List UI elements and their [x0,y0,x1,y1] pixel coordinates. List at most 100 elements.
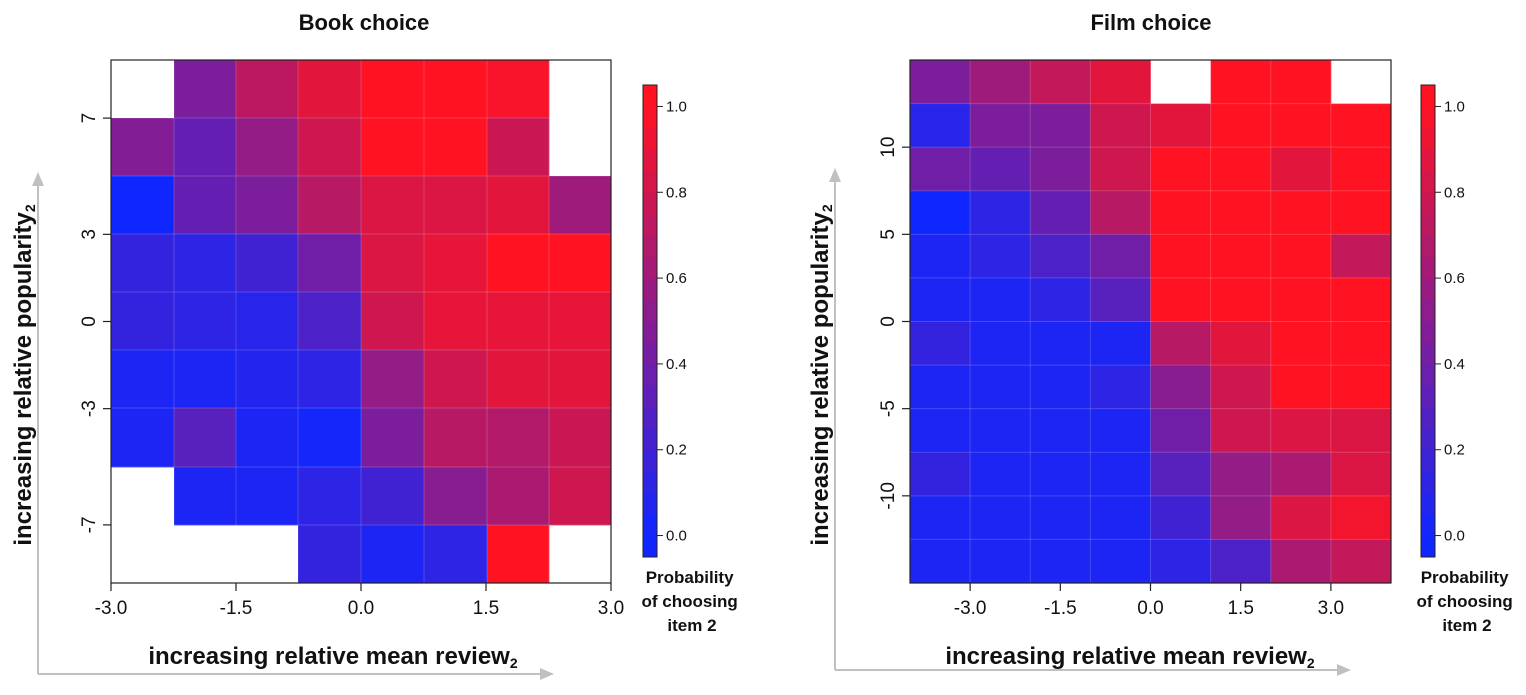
film-cell-r9-c3 [1090,452,1151,497]
book-panel: Book choice -3.0 -1.5 0.0 1.5 3.0 -7 -3 0 3 7 in… [10,10,742,680]
film-title: Film choice [1090,10,1211,35]
film-cell-r4-c4 [1150,234,1212,279]
film-colorbar-label-3: 0.6 [1444,270,1465,287]
film-cell-r11-c3 [1090,539,1151,584]
book-colorbar-label-1: 0.2 [666,442,687,459]
film-cell-r5-c0 [910,277,971,322]
film-cell-r11-c2 [1030,539,1091,584]
book-colorbar-label-3: 0.6 [666,270,687,287]
book-cell-r1-c3 [298,118,362,177]
film-cell-r3-c6 [1270,190,1332,235]
book-cell-r7-c3 [298,467,362,526]
film-cell-r0-c6 [1270,60,1332,104]
book-cell-r1-c1 [174,118,237,177]
film-cell-r11-c5 [1210,539,1272,584]
book-cell-r4-c3 [298,292,362,351]
book-cell-r0-c5 [424,60,488,119]
book-cell-r0-c2 [236,60,299,119]
book-legend-title: Probability of choosing item 2 [641,568,742,635]
film-cell-r6-c1 [970,321,1031,366]
book-colorbar-segment-0 [643,535,657,558]
book-cell-r0-c4 [361,60,425,119]
film-cell-r6-c5 [1210,321,1272,366]
book-colorbar-segment-20 [643,106,657,129]
film-cell-r0-c5 [1210,60,1272,104]
book-cell-r4-c0 [111,292,175,351]
film-cell-r1-c1 [970,103,1031,148]
book-cell-r1-c0 [111,118,175,177]
film-cell-r0-c0 [910,60,971,104]
film-colorbar-label-1: 0.2 [1444,442,1465,459]
book-colorbar-segment-1 [643,514,657,537]
book-cell-r7-c5 [424,467,488,526]
book-cell-r3-c3 [298,234,362,293]
book-ytick-label-0: -7 [79,516,100,533]
film-cell-r10-c6 [1270,495,1332,540]
film-cell-r10-c3 [1090,495,1151,540]
book-cell-r5-c3 [298,350,362,409]
book-colorbar-segment-4 [643,449,657,472]
book-colorbar-label-4: 0.8 [666,184,687,201]
film-ytick-label-2: 0 [878,316,899,327]
film-cell-r8-c1 [970,408,1031,453]
book-colorbar-segment-17 [643,170,657,193]
book-xtick-label-4: 3.0 [598,598,624,619]
book-ytick-label-3: 3 [79,229,100,240]
film-cell-r9-c2 [1030,452,1091,497]
film-cell-r6-c0 [910,321,971,366]
film-cell-r9-c7 [1330,452,1392,497]
film-colorbar-segment-17 [1421,170,1435,193]
film-cell-r5-c4 [1150,277,1212,322]
film-cell-r11-c6 [1270,539,1332,584]
book-cell-r3-c2 [236,234,299,293]
film-cell-r2-c7 [1330,147,1392,192]
film-ytick-label-3: 5 [878,229,899,240]
book-colorbar-segment-2 [643,492,657,515]
film-ytick-label-4: 10 [878,137,899,158]
book-cell-r6-c5 [424,408,488,468]
film-cell-r3-c2 [1030,190,1091,235]
book-x-label: increasing relative mean review2 [148,643,518,671]
film-cell-r2-c3 [1090,147,1151,192]
film-cell-r10-c0 [910,495,971,540]
film-colorbar-label-5: 1.0 [1444,98,1465,115]
film-colorbar: 0.0 0.2 0.4 0.6 0.8 1.0 [1420,84,1465,558]
film-cell-r7-c5 [1210,365,1272,410]
film-colorbar-frame [1420,84,1436,558]
film-cell-r3-c5 [1210,190,1272,235]
film-cell-r7-c1 [970,365,1031,410]
book-ytick-label-1: -3 [79,400,100,417]
book-cell-r5-c7 [549,350,612,409]
film-colorbar-segment-12 [1421,278,1435,301]
film-cell-r1-c4 [1150,103,1212,148]
book-cell-r4-c7 [549,292,612,351]
book-colorbar-segment-15 [643,213,657,236]
book-cell-r6-c7 [549,408,612,468]
film-colorbar-segment-11 [1421,299,1435,322]
book-cell-r7-c2 [236,467,299,526]
film-xtick-label-2: 0.0 [1137,598,1163,619]
film-x-label: increasing relative mean review2 [945,643,1315,671]
film-cell-r3-c7 [1330,190,1392,235]
film-xtick-label-4: 3.0 [1318,598,1344,619]
film-cell-r5-c3 [1090,277,1151,322]
film-x-axis: -3.0 -1.5 0.0 1.5 3.0 [954,583,1344,619]
film-cell-r4-c7 [1330,234,1392,279]
film-colorbar-segment-14 [1421,235,1435,258]
book-cell-r0-c1 [174,60,237,119]
book-cell-r7-c1 [174,467,237,526]
book-colorbar-segment-11 [643,299,657,322]
film-cell-r2-c0 [910,147,971,192]
film-colorbar-segment-7 [1421,385,1435,408]
film-cell-r9-c0 [910,452,971,497]
book-cell-r3-c6 [487,234,550,293]
book-cell-r1-c2 [236,118,299,177]
film-cell-r2-c4 [1150,147,1212,192]
book-cell-r2-c6 [487,176,550,235]
film-cell-r7-c2 [1030,365,1091,410]
film-cell-r8-c5 [1210,408,1272,453]
film-cell-r2-c2 [1030,147,1091,192]
book-colorbar-segment-6 [643,406,657,429]
film-colorbar-segment-19 [1421,127,1435,150]
film-cell-r9-c4 [1150,452,1212,497]
